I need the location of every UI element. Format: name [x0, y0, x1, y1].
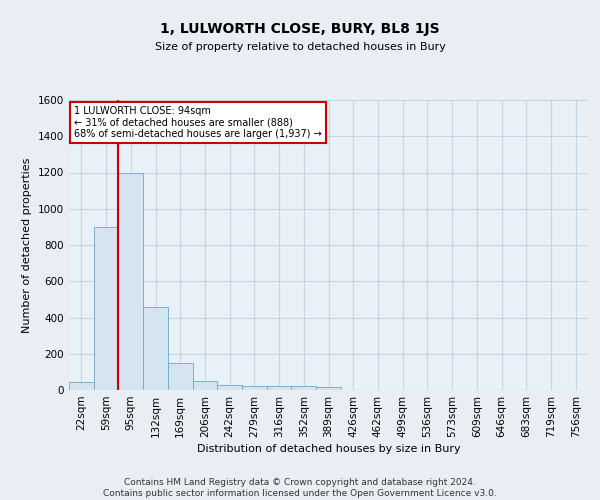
Bar [217, 384, 242, 390]
Bar [292, 386, 316, 390]
Text: Contains HM Land Registry data © Crown copyright and database right 2024.
Contai: Contains HM Land Registry data © Crown c… [103, 478, 497, 498]
Bar [267, 386, 292, 390]
Text: Size of property relative to detached houses in Bury: Size of property relative to detached ho… [155, 42, 445, 52]
Bar [94, 227, 118, 390]
Y-axis label: Number of detached properties: Number of detached properties [22, 158, 32, 332]
Bar [242, 386, 267, 390]
Bar [143, 306, 168, 390]
Bar [118, 172, 143, 390]
Text: 1 LULWORTH CLOSE: 94sqm
← 31% of detached houses are smaller (888)
68% of semi-d: 1 LULWORTH CLOSE: 94sqm ← 31% of detache… [74, 106, 322, 139]
Bar [69, 382, 94, 390]
Bar [316, 388, 341, 390]
Bar [168, 363, 193, 390]
Text: 1, LULWORTH CLOSE, BURY, BL8 1JS: 1, LULWORTH CLOSE, BURY, BL8 1JS [160, 22, 440, 36]
X-axis label: Distribution of detached houses by size in Bury: Distribution of detached houses by size … [197, 444, 460, 454]
Bar [193, 381, 217, 390]
